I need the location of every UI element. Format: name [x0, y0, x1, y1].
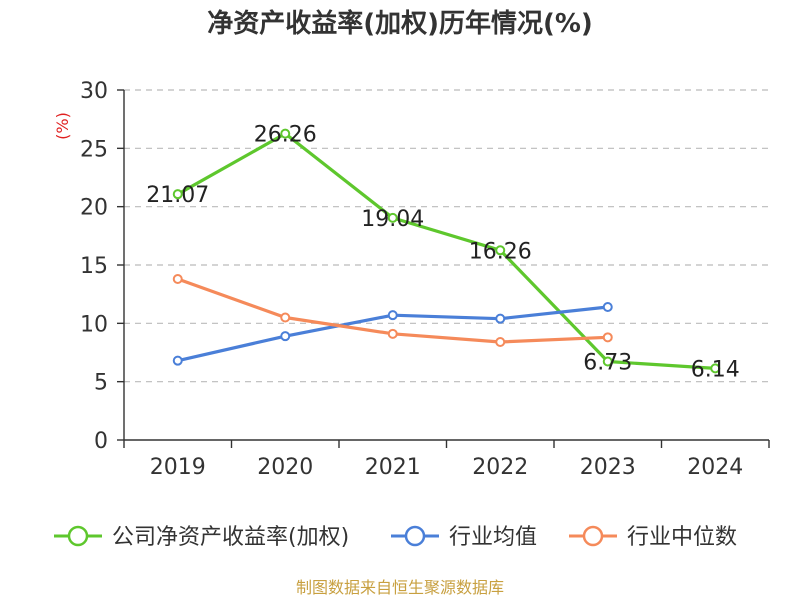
data-label: 19.04	[361, 207, 424, 232]
data-label: 6.14	[691, 357, 740, 382]
x-tick-label: 2022	[472, 455, 528, 480]
series-point-2	[602, 332, 613, 343]
series-point-0	[280, 128, 291, 139]
y-tick-label: 0	[94, 429, 108, 454]
legend-label-0: 公司净资产收益率(加权)	[112, 525, 349, 550]
series-point-2	[495, 337, 506, 347]
series-layer	[172, 128, 721, 374]
y-axis-unit: (%)	[53, 112, 72, 140]
series-point-0	[387, 212, 398, 223]
source-note: 制图数据来自恒生聚源数据库	[296, 578, 504, 597]
axes: 0 5 10 15 20 25 30 2019 2020 2021 2022 2023 2024	[80, 79, 770, 480]
series-point-2	[280, 312, 291, 323]
y-tick-label: 25	[80, 137, 108, 162]
data-label: 16.26	[469, 239, 532, 264]
series-point-1	[495, 313, 506, 324]
data-label: 26.26	[254, 123, 317, 148]
x-tick-label: 2023	[580, 455, 636, 480]
series-line-0	[176, 132, 716, 370]
legend-marker-0	[67, 525, 89, 547]
legend-marker-1	[404, 525, 426, 547]
legend-marker-2	[582, 525, 604, 547]
series-point-0	[172, 189, 183, 200]
y-tick-label: 5	[94, 371, 108, 396]
series-point-0	[602, 356, 613, 367]
y-tick-label: 20	[80, 196, 108, 221]
legend-label-2: 行业中位数	[627, 525, 737, 550]
series-point-1	[387, 310, 398, 321]
series-point-1	[172, 355, 183, 366]
data-labels: 21.07 26.26 19.04 16.26 6.73 6.14	[146, 123, 739, 383]
series-point-2	[172, 274, 183, 284]
series-point-0	[495, 245, 506, 256]
series-point-1	[280, 331, 291, 342]
x-tick-label: 2021	[365, 455, 421, 480]
grid-lines	[124, 89, 769, 383]
x-tick-label: 2019	[150, 455, 206, 480]
chart-title: 净资产收益率(加权)历年情况(%)	[207, 8, 593, 39]
data-label: 21.07	[146, 183, 209, 208]
x-tick-label: 2020	[257, 455, 313, 480]
y-tick-label: 10	[80, 312, 108, 337]
y-tick-label: 15	[80, 254, 108, 279]
series-point-2	[387, 328, 398, 339]
series-point-1	[602, 302, 613, 312]
x-tick-label: 2024	[687, 455, 743, 480]
y-tick-label: 30	[80, 79, 108, 104]
series-point-0	[710, 363, 721, 374]
legend-label-1: 行业均值	[449, 525, 537, 550]
data-label: 6.73	[583, 350, 632, 375]
legend: 公司净资产收益率(加权) 行业均值 行业中位数	[54, 525, 737, 550]
